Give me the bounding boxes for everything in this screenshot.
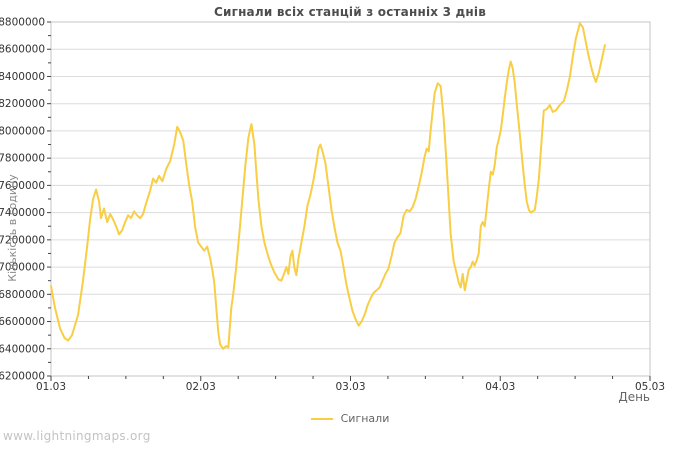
plot-border-rect — [50, 21, 651, 377]
watermark-link[interactable]: www.lightningmaps.org — [3, 429, 151, 443]
x-axis-ticks — [50, 376, 651, 381]
series-layer — [50, 22, 606, 350]
x-tick-label: 02.03 — [186, 381, 216, 393]
series-line-Сигнали — [50, 22, 606, 350]
chart-title: Сигнали всіх станцій з останніх 3 днів — [213, 5, 487, 19]
y-tick-label: 7400000 — [0, 207, 45, 219]
x-axis-title: День — [618, 390, 650, 404]
y-tick-label: 8600000 — [0, 44, 45, 56]
y-tick-label: 7600000 — [0, 180, 45, 192]
y-tick-label: 6800000 — [0, 289, 45, 301]
legend: Сигнали — [0, 412, 700, 425]
y-tick-label: 7000000 — [0, 262, 45, 274]
y-axis-labels: 6200000 6400000 6600000 6800000 7000000 72000… — [0, 17, 45, 383]
plot-border — [50, 21, 651, 377]
legend-item-signals[interactable]: Сигнали — [310, 412, 390, 425]
legend-line-swatch — [310, 417, 333, 420]
x-tick-label: 01.03 — [36, 381, 66, 393]
y-tick-label: 8400000 — [0, 71, 45, 83]
x-axis-labels: 01.03 02.03 03.03 04.03 05.03 — [36, 381, 665, 393]
x-tick-label: 04.03 — [485, 381, 515, 393]
y-tick-label: 8000000 — [0, 125, 45, 137]
y-tick-label: 8200000 — [0, 98, 45, 110]
y-tick-label: 8800000 — [0, 17, 45, 29]
y-tick-label: 6600000 — [0, 316, 45, 328]
x-tick-label: 05.03 — [635, 381, 665, 393]
x-tick-label: 03.03 — [335, 381, 365, 393]
y-tick-label: 6200000 — [0, 371, 45, 383]
gridlines — [51, 21, 650, 377]
y-tick-label: 6400000 — [0, 343, 45, 355]
y-axis-ticks — [47, 21, 51, 377]
y-tick-label: 7800000 — [0, 153, 45, 165]
legend-label: Сигнали — [340, 412, 390, 425]
y-tick-label: 7200000 — [0, 234, 45, 246]
y-axis-title: Кількість в годину — [6, 174, 19, 282]
